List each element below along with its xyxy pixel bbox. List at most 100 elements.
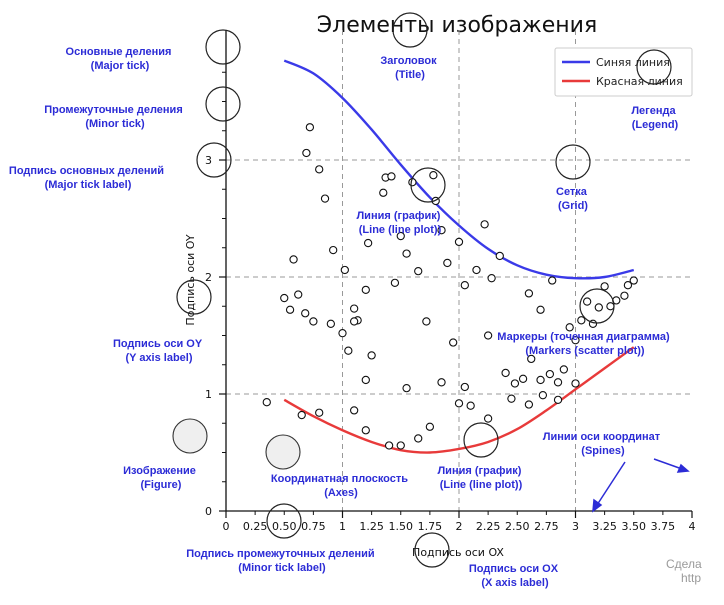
axes-disc <box>265 434 301 470</box>
x-minor-tick-label: 1.25 <box>359 520 384 533</box>
scatter-point <box>280 293 289 303</box>
scatter-point <box>449 338 458 347</box>
scatter-point <box>349 304 359 313</box>
annotation-axes: Координатная плоскость (Axes) <box>271 473 411 499</box>
scatter-point <box>361 375 370 385</box>
annotations: Основные деления (Major tick) Промежуточ… <box>9 46 679 589</box>
scatter-point <box>460 281 469 290</box>
scatter-point <box>294 290 303 299</box>
scatter-point <box>315 165 324 174</box>
highlight-title <box>392 12 428 48</box>
series-line-blue <box>283 59 635 280</box>
x-major-tick-label: 0 <box>223 520 230 533</box>
ticks: 0 1 2 3 4 0.25 0.50 0.75 1.25 1.50 1.75 2.25 2.50 2.7… <box>205 71 696 533</box>
scatter-point <box>301 309 310 318</box>
x-minor-tick-label: 0.50 <box>272 520 297 533</box>
scatter-point <box>553 395 563 404</box>
x-minor-tick-label: 2.50 <box>505 520 530 533</box>
scatter-point <box>422 317 431 326</box>
scatter-point <box>600 282 609 291</box>
scatter-point <box>545 369 555 379</box>
highlight-minor-tick-label <box>266 503 302 539</box>
annotation-line-top: Линия (график) (Line (line plot)) <box>356 210 443 236</box>
legend-blue-label: Синяя линия <box>596 56 670 69</box>
annotation-figure: Изображение (Figure) <box>123 465 199 491</box>
highlight-major-tick-label <box>196 142 232 178</box>
highlight-line-top <box>410 167 446 203</box>
scatter-point <box>524 400 534 409</box>
x-minor-tick-label: 3.25 <box>592 520 617 533</box>
scatter-point <box>289 255 298 264</box>
scatter-point <box>429 171 438 180</box>
x-minor-tick-label: 1.50 <box>389 520 414 533</box>
scatter-markers <box>262 123 638 450</box>
arrow-head-right <box>676 463 690 473</box>
scatter-point <box>606 302 615 311</box>
highlight-major-tick <box>205 29 241 65</box>
scatter-point <box>536 305 545 314</box>
x-major-tick-label: 2 <box>456 520 463 533</box>
scatter-point <box>402 249 411 258</box>
arrow-right <box>653 458 683 470</box>
scatter-point <box>553 378 563 387</box>
highlight-grid <box>555 144 591 180</box>
scatter-point <box>583 297 592 306</box>
x-major-tick-label: 3 <box>572 520 579 533</box>
x-major-tick-label: 4 <box>689 520 696 533</box>
scatter-point <box>340 265 349 275</box>
scatter-point <box>437 226 446 235</box>
scatter-point <box>454 237 464 247</box>
scatter-point <box>414 434 423 443</box>
scatter-point <box>309 317 318 326</box>
annotation-major-tick-label: Подпись основных делений (Major tick lab… <box>9 165 167 191</box>
y-major-tick-label: 3 <box>205 154 212 167</box>
scatter-point <box>402 383 411 393</box>
scatter-point <box>466 401 475 410</box>
scatter-point <box>349 406 359 415</box>
scatter-point <box>594 303 603 312</box>
figure-disc <box>172 418 208 454</box>
scatter-point <box>361 285 370 295</box>
series-line-red <box>283 346 635 454</box>
scatter-point <box>326 319 335 328</box>
y-major-tick-label: 0 <box>205 505 212 518</box>
scatter-point <box>472 265 481 275</box>
scatter-point <box>425 422 435 431</box>
x-minor-tick-label: 3.75 <box>651 520 676 533</box>
scatter-point <box>629 276 638 285</box>
scatter-point <box>565 323 574 332</box>
scatter-point <box>396 441 405 450</box>
legend-red-label: Красная линия <box>596 75 683 88</box>
annotation-x-axis-label: Подпись оси OX (X axis label) <box>469 563 561 589</box>
scatter-point <box>305 123 315 132</box>
scatter-point <box>620 291 629 300</box>
y-major-tick-label: 1 <box>205 388 212 401</box>
scatter-point <box>344 346 353 355</box>
annotation-title: Заголовок (Title) <box>380 55 439 81</box>
legend: Синяя линия Красная линия <box>554 47 693 97</box>
scatter-point <box>349 317 359 326</box>
highlight-line-bottom <box>463 422 499 458</box>
annotation-markers: Маркеры (точечная диаграмма) (Markers (s… <box>497 331 672 357</box>
footer-line-1: Сдела <box>666 557 702 571</box>
x-minor-tick-label: 0.25 <box>243 520 268 533</box>
highlight-markers <box>579 288 615 324</box>
scatter-point <box>483 414 493 423</box>
scatter-point <box>524 289 534 298</box>
scatter-point <box>285 305 295 314</box>
highlight-y-axis-label <box>176 279 212 315</box>
arrow-down-left <box>596 461 626 506</box>
scatter-point <box>480 220 489 229</box>
scatter-point <box>487 274 496 283</box>
scatter-point <box>390 278 400 287</box>
x-minor-tick-label: 1.75 <box>418 520 443 533</box>
scatter-point <box>363 238 373 248</box>
x-minor-tick-label: 2.75 <box>534 520 559 533</box>
highlight-legend <box>636 49 672 85</box>
x-minor-tick-label: 3.50 <box>622 520 647 533</box>
annotation-line-bottom: Линия (график) (Line (line plot)) <box>437 465 524 491</box>
footer-line-2: http <box>681 571 701 585</box>
scatter-point <box>315 408 324 417</box>
scatter-point <box>538 391 548 400</box>
